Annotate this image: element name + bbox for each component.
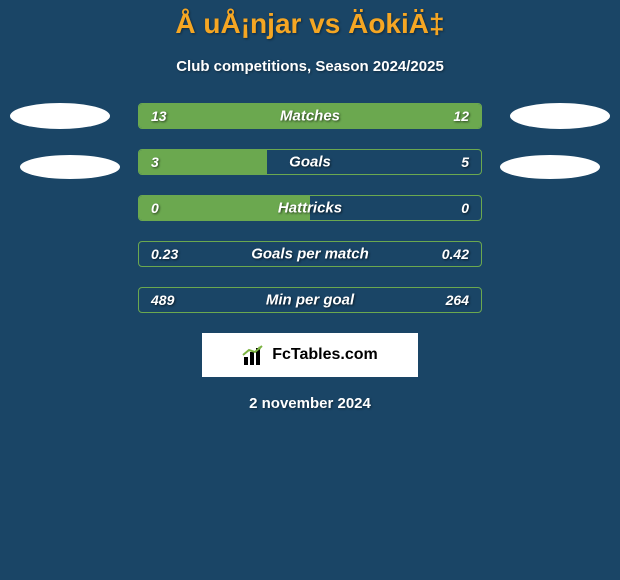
stat-row-goals: 3 Goals 5 [138,149,482,175]
player-left-avatar-1 [10,103,110,129]
stat-value-right: 12 [453,108,469,124]
subtitle: Club competitions, Season 2024/2025 [0,58,620,75]
stats-area: 13 Matches 12 3 Goals 5 0 Hattricks 0 0.… [0,103,620,313]
stat-value-right: 5 [461,154,469,170]
stat-row-min-per-goal: 489 Min per goal 264 [138,287,482,313]
stat-value-left: 0.23 [151,246,178,262]
stat-row-matches: 13 Matches 12 [138,103,482,129]
stat-label: Min per goal [266,292,354,309]
player-left-avatar-2 [20,155,120,179]
footer-brand-text: FcTables.com [272,346,378,364]
stat-value-right: 264 [446,292,469,308]
player-right-avatar-1 [510,103,610,129]
stat-value-right: 0.42 [442,246,469,262]
stat-label: Goals per match [251,246,369,263]
page-title: Å uÅ¡njar vs ÄokiÄ‡ [0,8,620,40]
stat-value-left: 0 [151,200,159,216]
stat-row-goals-per-match: 0.23 Goals per match 0.42 [138,241,482,267]
date-text: 2 november 2024 [0,395,620,412]
stat-label: Hattricks [278,200,342,217]
stat-value-right: 0 [461,200,469,216]
stat-value-left: 3 [151,154,159,170]
stat-value-left: 13 [151,108,167,124]
stat-label: Goals [289,154,331,171]
stat-row-hattricks: 0 Hattricks 0 [138,195,482,221]
footer-logo: FcTables.com [242,345,378,365]
comparison-widget: Å uÅ¡njar vs ÄokiÄ‡ Club competitions, S… [0,0,620,412]
player-right-avatar-2 [500,155,600,179]
footer-brand-box[interactable]: FcTables.com [202,333,418,377]
bar-chart-icon [242,345,266,365]
stat-value-left: 489 [151,292,174,308]
stat-label: Matches [280,108,340,125]
